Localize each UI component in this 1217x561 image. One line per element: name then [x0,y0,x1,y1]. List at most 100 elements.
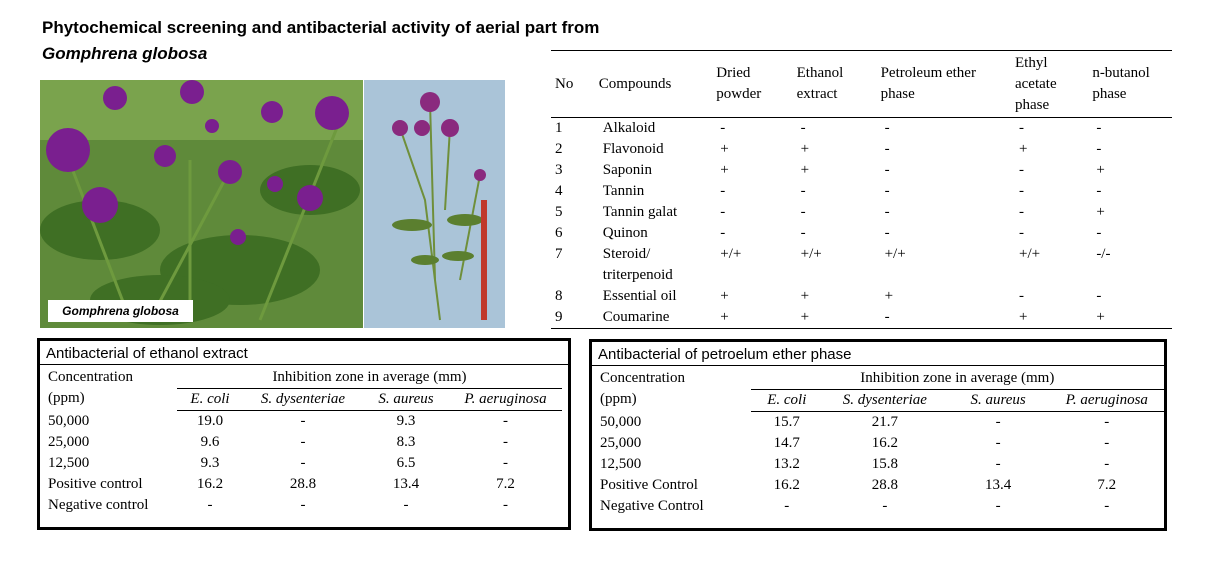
table-cell: - [403,497,409,513]
table-cell: Essential oil [602,288,677,304]
table-cell: - [503,497,508,513]
group-header: Inhibition zone in average (mm) [177,367,562,389]
table-row: 5 Tannin galat - - - - + [551,202,1172,223]
table-cell: 7.2 [496,476,515,492]
table-cell: - [1104,456,1110,472]
table-cell: - [300,497,306,513]
bacteria-header: S. dysenteriae [823,389,947,412]
title: Phytochemical screening and antibacteria… [42,18,600,37]
table-cell: 7.2 [1097,477,1117,493]
table-cell: +/+ [800,246,822,262]
bacteria-header: P. aeruginosa [449,388,562,411]
table-cell: 9.3 [396,413,416,429]
table-cell: + [800,309,810,325]
table-cell: Steroid/ triterpenoid [602,246,673,283]
table-cell: - [800,204,806,220]
column-header: No [551,50,595,118]
table-cell: - [300,434,306,450]
column-header: Dried powder [712,50,793,118]
table-cell: 15.7 [773,414,800,430]
photo-caption: Gomphrena globosa [48,300,193,322]
table-cell: Alkaloid [602,120,656,136]
table-cell: - [1018,120,1024,136]
title-species: Gomphrena globosa [42,44,208,63]
table-row: 25,000 14.7 16.2 - - [600,433,1164,454]
table-cell: 19.0 [196,413,224,429]
column-header: Ethanol extract [792,50,877,118]
photos [40,80,505,328]
header-row: Concentration (ppm) Inhibition zone in av… [600,368,1164,407]
table-cell: + [884,288,894,304]
table-cell: 12,500 [600,456,642,472]
table-row: 7 Steroid/ triterpenoid +/+ +/+ +/+ +/+ -/- [551,244,1172,286]
table-cell: - [995,456,1001,472]
table-cell: 25,000 [48,434,90,450]
group-header: Inhibition zone in average (mm) [750,368,1164,390]
table-cell: 9.3 [200,455,220,471]
table-cell: +/+ [1018,246,1041,262]
table-cell: - [720,183,726,199]
screening-table: No Compounds Dried powder Ethanol extract Pe… [551,50,1172,329]
table-row: 50,000 19.0 - 9.3 - [48,411,562,433]
table-row: 50,000 15.7 21.7 - - [600,412,1164,434]
table-cell: + [720,141,729,157]
table-cell: - [884,162,890,178]
table-row: 12,500 9.3 - 6.5 - [48,453,562,474]
table-cell: 21.7 [871,414,898,430]
table-cell: - [1104,414,1110,430]
table-row: Negative control - - - - [48,495,562,516]
antibacterial-table: Concentration (ppm) Inhibition zone in av… [600,368,1164,517]
table-cell: 28.8 [289,476,317,492]
table-cell: Negative control [48,497,149,513]
table-row: 8 Essential oil + + + - - [551,286,1172,307]
table-cell: + [1096,204,1105,220]
table-cell: - [884,309,890,325]
bacteria-header: S. aureus [946,389,1050,412]
table-cell: - [300,413,306,429]
table-cell: - [882,498,888,514]
table-cell: 6 [555,225,563,241]
table-cell: - [1018,204,1024,220]
table-cell: - [1096,141,1102,157]
table-cell: + [720,309,729,325]
table-cell: +/+ [720,246,742,262]
table-cell: - [720,120,726,136]
table-cell: 50,000 [48,412,90,429]
table-cell: 7 [555,246,563,262]
table-cell: - [503,455,508,471]
table-cell: +/+ [884,246,906,262]
column-header: n-butanol phase [1088,50,1172,118]
table-row: 25,000 9.6 - 8.3 - [48,432,562,453]
table-cell: 16.2 [871,435,898,451]
table-cell: 2 [555,141,563,157]
table-cell: 9.6 [200,434,220,450]
table-cell: - [1018,225,1024,241]
table-cell: -/- [1096,246,1111,262]
table-cell: - [503,413,508,429]
table-cell: 16.2 [773,477,800,493]
table-cell: - [884,120,890,136]
table-cell: - [720,225,726,241]
table-cell: + [800,141,810,157]
table-cell: 8 [555,288,563,304]
table-cell: Saponin [602,162,652,178]
panel-title: Antibacterial of petroelum ether phase [592,342,1164,366]
table-row: Positive Control 16.2 28.8 13.4 7.2 [600,475,1164,496]
table-cell: 13.4 [985,477,1012,493]
concentration-header: Concentration (ppm) [48,367,177,411]
bacteria-header: P. aeruginosa [1049,389,1164,412]
table-cell: 6.5 [396,455,416,471]
bacteria-header: E. coli [750,389,824,412]
table-cell: Negative Control [600,498,704,514]
table-row: 4 Tannin - - - - - [551,181,1172,202]
table-cell: - [720,204,726,220]
table-cell: - [1096,288,1102,304]
table-cell: - [800,120,806,136]
table-cell: - [207,497,213,513]
table-cell: 14.7 [773,435,800,451]
bacteria-header: S. aureus [363,388,449,411]
table-cell: 25,000 [600,435,642,451]
table-cell: 4 [555,183,563,199]
table-cell: - [784,498,790,514]
